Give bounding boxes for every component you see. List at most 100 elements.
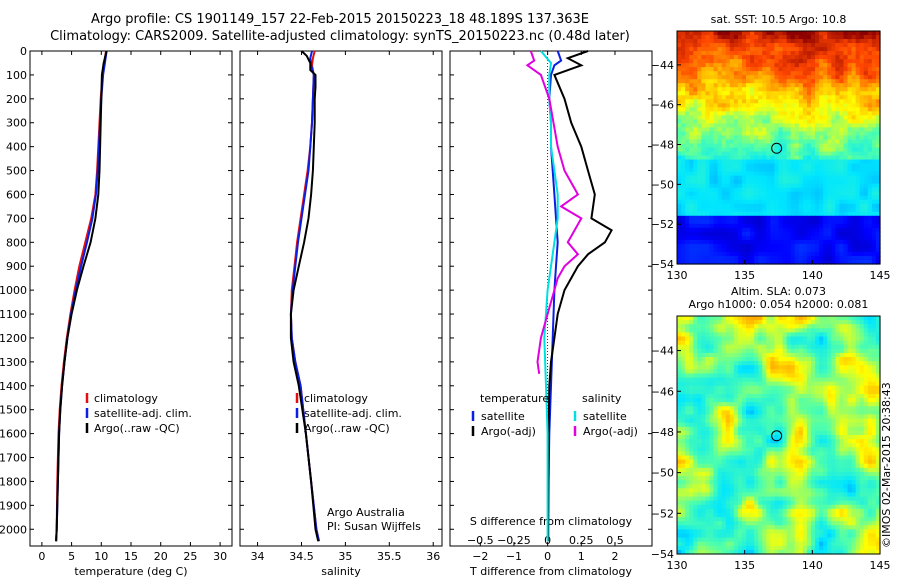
map-cell [750, 414, 755, 420]
map-cell [750, 426, 755, 432]
map-cell [774, 443, 780, 448]
map-cell [741, 418, 747, 424]
map-cell [685, 389, 690, 395]
map-cell [713, 336, 719, 342]
map-cell [741, 59, 747, 64]
map-cell [815, 251, 820, 257]
map-cell [697, 39, 702, 44]
map-cell [831, 187, 836, 193]
map-cell [823, 71, 828, 76]
map-cell [717, 373, 723, 379]
map-cell [737, 211, 743, 217]
map-cell [863, 328, 869, 334]
map-cell [847, 127, 853, 133]
map-cell [713, 135, 719, 141]
map-cell [685, 243, 690, 249]
map-cell [746, 336, 751, 342]
map-cell [705, 135, 711, 141]
map-cell [733, 183, 739, 189]
map-cell [778, 99, 784, 104]
map-cell [823, 361, 828, 366]
map-cell [778, 39, 784, 44]
map-ytick-label: −44 [651, 59, 674, 72]
map-cell [770, 223, 776, 229]
map-cell [758, 357, 763, 362]
map-cell [705, 430, 711, 436]
map-cell [790, 320, 796, 325]
map-cell [863, 398, 869, 403]
map-cell [831, 163, 836, 169]
map-cell [709, 167, 715, 173]
map-cell [705, 203, 711, 209]
map-cell [823, 47, 828, 52]
map-cell [725, 247, 731, 253]
map-cell [766, 393, 771, 399]
map-cell [758, 183, 763, 189]
map-cell [689, 195, 694, 201]
map-cell [839, 357, 845, 362]
map-cell [851, 151, 857, 157]
map-cell [875, 215, 881, 221]
map-cell [843, 320, 849, 325]
map-cell [863, 247, 869, 253]
map-cell [871, 43, 877, 48]
map-cell [737, 171, 743, 177]
map-cell [786, 123, 792, 129]
map-cell [721, 143, 727, 149]
map-cell [802, 398, 808, 403]
map-cell [746, 406, 751, 411]
map-cell [758, 203, 763, 209]
map-cell [863, 131, 869, 137]
map-cell [733, 55, 739, 60]
map-cell [689, 95, 694, 100]
map-cell [867, 43, 873, 48]
map-cell [863, 147, 869, 153]
map-cell [823, 107, 828, 112]
map-cell [733, 365, 739, 370]
map-cell [798, 143, 804, 149]
map-cell [823, 171, 828, 177]
map-cell [867, 223, 873, 229]
map-cell [705, 143, 711, 149]
map-cell [746, 348, 751, 354]
map-cell [835, 243, 840, 249]
map-cell [831, 361, 836, 366]
map-cell [721, 389, 727, 395]
map-cell [859, 223, 865, 229]
map-cell [697, 439, 702, 444]
map-cell [689, 127, 694, 133]
map-cell [693, 163, 698, 169]
map-cell [867, 402, 873, 407]
map-cell [725, 369, 731, 375]
map-cell [823, 385, 828, 391]
map-cell [762, 316, 767, 321]
map-cell [701, 447, 707, 453]
map-cell [782, 447, 788, 453]
map-cell [847, 418, 853, 424]
map-cell [831, 79, 836, 84]
map-cell [867, 430, 873, 436]
map-cell [835, 447, 840, 453]
map-cell [774, 223, 780, 229]
map-cell [831, 340, 836, 346]
map-cell [806, 123, 812, 129]
map-cell [843, 147, 849, 153]
map-cell [677, 243, 682, 249]
map-cell [863, 406, 869, 411]
map-cell [689, 183, 694, 189]
map-cell [851, 203, 857, 209]
map-cell [847, 151, 853, 157]
map-cell [685, 135, 690, 141]
map-cell [762, 361, 767, 366]
map-cell [709, 328, 715, 334]
map-cell [790, 31, 796, 36]
map-cell [810, 171, 816, 177]
map-cell [741, 155, 747, 161]
map-cell [839, 373, 845, 379]
map-cell [685, 422, 690, 428]
map-cell [802, 369, 808, 375]
map-cell [794, 83, 800, 88]
map-cell [810, 163, 816, 169]
map-cell [725, 183, 731, 189]
map-cell [810, 135, 816, 141]
